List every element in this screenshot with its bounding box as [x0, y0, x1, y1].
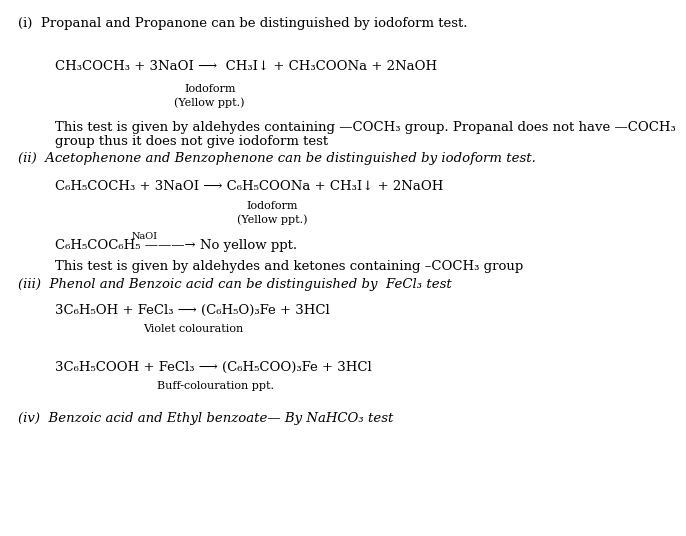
Text: This test is given by aldehydes containing —COCH₃ group. Propanal does not have : This test is given by aldehydes containi… [56, 121, 676, 135]
Text: (ii)  Acetophenone and Benzophenone can be distinguished by iodoform test.: (ii) Acetophenone and Benzophenone can b… [18, 152, 536, 165]
Text: Iodoform: Iodoform [184, 84, 235, 94]
Text: (Yellow ppt.): (Yellow ppt.) [174, 98, 245, 108]
Text: CH₃COCH₃ + 3NaOI ⟶  CH₃I↓ + CH₃COONa + 2NaOH: CH₃COCH₃ + 3NaOI ⟶ CH₃I↓ + CH₃COONa + 2N… [56, 60, 438, 73]
Text: C₆H₅COCH₃ + 3NaOI ⟶ C₆H₅COONa + CH₃I↓ + 2NaOH: C₆H₅COCH₃ + 3NaOI ⟶ C₆H₅COONa + CH₃I↓ + … [56, 180, 444, 193]
Text: (Yellow ppt.): (Yellow ppt.) [237, 215, 307, 225]
Text: Iodoform: Iodoform [246, 202, 298, 211]
Text: Buff-colouration ppt.: Buff-colouration ppt. [156, 381, 274, 391]
Text: C₆H₅COC₆H₅ ———→ No yellow ppt.: C₆H₅COC₆H₅ ———→ No yellow ppt. [56, 239, 298, 252]
Text: (iv)  Benzoic acid and Ethyl benzoate— By NaHCO₃ test: (iv) Benzoic acid and Ethyl benzoate— By… [18, 412, 393, 425]
Text: (i)  Propanal and Propanone can be distinguished by iodoform test.: (i) Propanal and Propanone can be distin… [18, 17, 467, 31]
Text: NaOI: NaOI [132, 232, 158, 241]
Text: This test is given by aldehydes and ketones containing –COCH₃ group: This test is given by aldehydes and keto… [56, 260, 523, 273]
Text: (iii)  Phenol and Benzoic acid can be distinguished by  FeCl₃ test: (iii) Phenol and Benzoic acid can be dis… [18, 278, 451, 291]
Text: Violet colouration: Violet colouration [143, 324, 244, 334]
Text: group thus it does not give iodoform test: group thus it does not give iodoform tes… [56, 135, 329, 148]
Text: 3C₆H₅COOH + FeCl₃ ⟶ (C₆H₅COO)₃Fe + 3HCl: 3C₆H₅COOH + FeCl₃ ⟶ (C₆H₅COO)₃Fe + 3HCl [56, 361, 372, 374]
Text: 3C₆H₅OH + FeCl₃ ⟶ (C₆H₅O)₃Fe + 3HCl: 3C₆H₅OH + FeCl₃ ⟶ (C₆H₅O)₃Fe + 3HCl [56, 304, 330, 317]
